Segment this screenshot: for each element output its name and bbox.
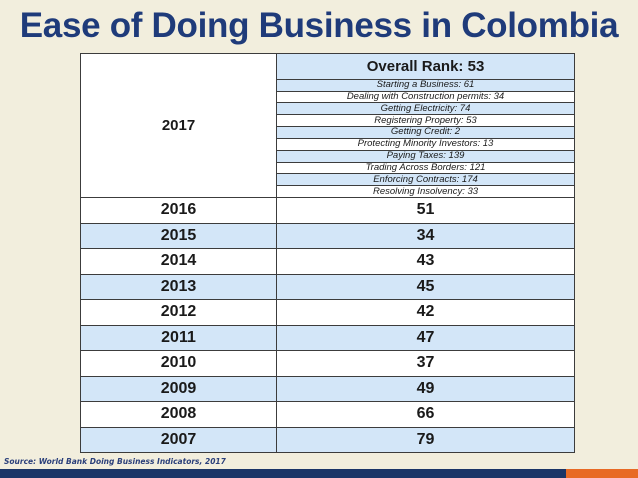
footer-bar-navy bbox=[0, 469, 566, 478]
year-cell: 2016 bbox=[80, 197, 277, 224]
rank-cell: 79 bbox=[276, 426, 575, 453]
year-cell: 2009 bbox=[80, 375, 277, 402]
indicator-row: Trading Across Borders: 121 bbox=[81, 161, 575, 175]
rank-cell: 42 bbox=[276, 299, 575, 326]
year-cell: 2007 bbox=[80, 426, 277, 453]
table-row: 2010 37 bbox=[80, 350, 575, 377]
overall-rank-cell: Overall Rank: 53 bbox=[276, 53, 575, 80]
year-cell: 2012 bbox=[80, 299, 277, 326]
table-row: 2013 45 bbox=[80, 273, 575, 300]
indicator-row: Resolving Insolvency: 33 bbox=[81, 185, 575, 198]
year-cell: 2010 bbox=[80, 350, 277, 377]
indicator-cell: Trading Across Borders: 121 bbox=[276, 161, 575, 175]
year-cell: 2013 bbox=[80, 273, 277, 300]
rank-cell: 45 bbox=[276, 273, 575, 300]
rank-cell: 34 bbox=[276, 222, 575, 249]
rank-table: 2017 Overall Rank: 53 Starting a Busines… bbox=[80, 53, 575, 453]
table-row: 2015 34 bbox=[80, 222, 575, 249]
table-row: 2009 49 bbox=[80, 375, 575, 402]
indicator-cell: Starting a Business: 61 bbox=[276, 78, 575, 92]
table-row: 2017 Overall Rank: 53 bbox=[80, 53, 575, 198]
indicator-cell: Getting Electricity: 74 bbox=[276, 102, 575, 116]
rank-cell: 43 bbox=[276, 248, 575, 275]
indicator-cell: Dealing with Construction permits: 34 bbox=[276, 90, 575, 104]
rank-cell: 66 bbox=[276, 401, 575, 428]
table-row: 2008 66 bbox=[80, 401, 575, 428]
indicator-cell: Registering Property: 53 bbox=[276, 114, 575, 128]
rank-cell: 49 bbox=[276, 375, 575, 402]
year-cell: 2017 bbox=[80, 53, 277, 198]
slide-title: Ease of Doing Business in Colombia bbox=[19, 6, 619, 45]
table-row: 2012 42 bbox=[80, 299, 575, 326]
indicator-cell: Protecting Minority Investors: 13 bbox=[276, 137, 575, 151]
rank-cell: 51 bbox=[276, 197, 575, 224]
indicator-row: Paying Taxes: 139 bbox=[81, 149, 575, 163]
table-row: 2014 43 bbox=[80, 248, 575, 275]
indicator-cell: Paying Taxes: 139 bbox=[276, 149, 575, 163]
year-cell: 2011 bbox=[80, 324, 277, 351]
rank-cell: 47 bbox=[276, 324, 575, 351]
year-cell: 2014 bbox=[80, 248, 277, 275]
source-note: Source: World Bank Doing Business Indica… bbox=[4, 457, 226, 466]
table-row: 2007 79 bbox=[80, 426, 575, 453]
table-row: 2011 47 bbox=[80, 324, 575, 351]
year-cell: 2015 bbox=[80, 222, 277, 249]
indicator-cell: Enforcing Contracts: 174 bbox=[276, 173, 575, 187]
indicator-cell: Getting Credit: 2 bbox=[276, 126, 575, 139]
indicator-row: Dealing with Construction permits: 34 bbox=[81, 90, 575, 104]
year-cell: 2008 bbox=[80, 401, 277, 428]
rank-cell: 37 bbox=[276, 350, 575, 377]
indicator-row: Getting Credit: 2 bbox=[81, 126, 575, 139]
table-row: 2016 51 bbox=[80, 197, 575, 224]
indicator-cell: Resolving Insolvency: 33 bbox=[276, 185, 575, 198]
indicator-row: Protecting Minority Investors: 13 bbox=[81, 137, 575, 151]
footer-bar-orange bbox=[566, 469, 638, 478]
